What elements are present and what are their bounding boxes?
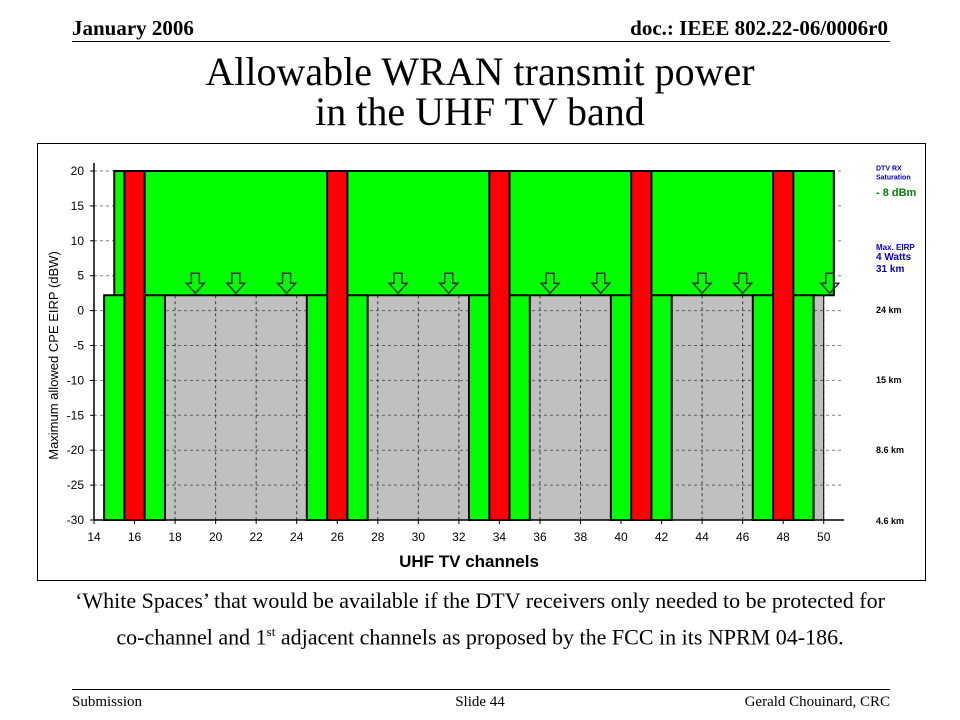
down-arrow-icon <box>225 272 247 295</box>
right-annotation-label: 31 km <box>876 264 904 275</box>
y-axis-title: Maximum allowed CPE EIRP (dBW) <box>46 251 61 460</box>
caption-text-2: adjacent channels as proposed by the FCC… <box>275 624 844 650</box>
y-tick-label: -5 <box>73 339 84 353</box>
down-arrow-icon <box>731 272 754 295</box>
slide-title: Allowable WRAN transmit power in the UHF… <box>100 52 860 132</box>
white-space-region <box>367 294 470 521</box>
right-annotation-label: 15 km <box>876 375 902 385</box>
x-tick-label: 18 <box>168 530 182 544</box>
y-tick-label: -10 <box>67 373 85 387</box>
x-tick-label: 50 <box>817 530 831 544</box>
right-annotation-label: 24 km <box>876 305 902 315</box>
x-tick-label: 24 <box>290 530 304 544</box>
right-annotation-label: 8.6 km <box>876 445 904 455</box>
slide-title-line2: in the UHF TV band <box>315 89 645 134</box>
header-rule <box>72 41 890 42</box>
x-tick-label: 48 <box>777 530 791 544</box>
y-tick-label: -15 <box>67 408 85 422</box>
footer-slide-number: Slide 44 <box>455 694 505 710</box>
dtv-channel-bar <box>123 170 146 521</box>
header-date: January 2006 <box>72 16 194 40</box>
x-tick-label: 34 <box>493 530 507 544</box>
x-tick-label: 14 <box>87 530 101 544</box>
x-tick-label: 26 <box>331 530 345 544</box>
white-space-region <box>813 294 825 521</box>
dtv-channel-bar <box>630 170 653 521</box>
down-arrow-icon <box>275 272 298 295</box>
right-annotation-label: Saturation <box>876 175 911 182</box>
down-arrow-icon <box>691 272 713 295</box>
right-annotation-label: DTV RX <box>876 166 902 173</box>
y-tick-label: 10 <box>71 234 85 248</box>
x-tick-label: 16 <box>128 530 142 544</box>
slide-title-line1: Allowable WRAN transmit power <box>205 49 755 94</box>
down-arrow-icon <box>590 272 612 295</box>
slide-caption: ‘White Spaces’ that would be available i… <box>60 585 900 652</box>
x-tick-label: 44 <box>695 530 709 544</box>
header-doc-id: doc.: IEEE 802.22-06/0006r0 <box>630 16 888 40</box>
y-tick-label: -25 <box>67 478 85 492</box>
x-tick-label: 28 <box>371 530 385 544</box>
right-annotation-label: 4 Watts <box>876 252 912 263</box>
dtv-channel-bar <box>488 170 511 521</box>
down-arrow-icon <box>438 272 460 295</box>
footer-author: Gerald Chouinard, CRC <box>744 694 890 710</box>
footer-submission: Submission <box>72 694 143 710</box>
white-space-region <box>164 294 308 521</box>
x-tick-label: 36 <box>533 530 547 544</box>
dtv-channel-bar <box>772 170 795 521</box>
right-annotation-label: Max. EIRP <box>876 243 915 252</box>
x-tick-label: 42 <box>655 530 669 544</box>
down-arrow-icon <box>819 272 841 295</box>
y-tick-label: -20 <box>67 443 85 457</box>
x-tick-label: 46 <box>736 530 750 544</box>
x-tick-label: 30 <box>412 530 426 544</box>
y-tick-label: 20 <box>71 164 85 178</box>
y-tick-label: 15 <box>71 199 85 213</box>
caption-superscript: st <box>266 624 276 639</box>
x-tick-label: 22 <box>249 530 263 544</box>
chart-frame: 20 15 10 5 0 -5 -10 -15 -20 -25 -30 14 16 18 20 22 24 26 2… <box>37 143 926 581</box>
white-space-region <box>671 294 754 521</box>
footer-rule <box>72 689 890 690</box>
x-tick-label: 20 <box>209 530 223 544</box>
x-tick-label: 40 <box>614 530 628 544</box>
right-annotation-label: 4.6 km <box>876 516 904 526</box>
down-arrow-icon <box>539 272 561 295</box>
y-tick-label: -30 <box>67 513 85 527</box>
y-tick-label: 0 <box>77 304 84 318</box>
allowed-power-band <box>113 170 835 297</box>
x-tick-label: 32 <box>452 530 466 544</box>
white-space-region <box>529 294 612 521</box>
down-arrow-icon <box>387 272 409 295</box>
down-arrow-icon <box>184 272 207 295</box>
right-annotation-label: - 8 dBm <box>876 187 917 199</box>
x-tick-label: 38 <box>574 530 588 544</box>
dtv-channel-bar <box>326 170 349 521</box>
y-tick-label: 5 <box>77 269 84 283</box>
x-axis-title: UHF TV channels <box>399 552 539 571</box>
caption-text-1: ‘White Spaces’ that would be available i… <box>75 588 885 650</box>
